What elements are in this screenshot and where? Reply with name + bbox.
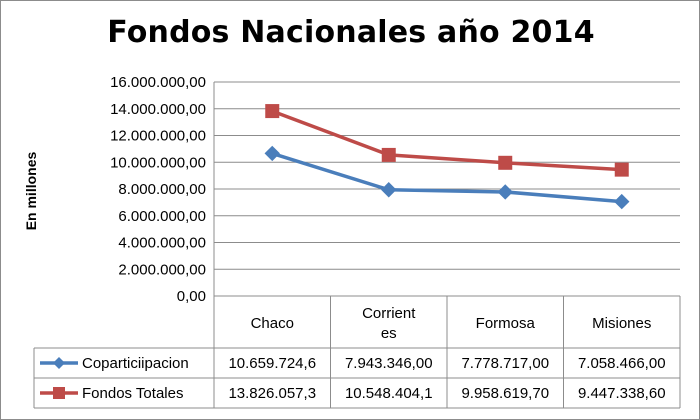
y-tick-label: 10.000.000,00 <box>110 154 206 171</box>
x-category-label: Formosa <box>476 315 536 332</box>
table-value-cell: 7.778.717,00 <box>461 355 549 372</box>
data-point-marker <box>614 193 630 210</box>
table-value-cell: 10.548.404,1 <box>345 385 433 402</box>
data-point-marker <box>381 182 397 198</box>
table-value-cell: 13.826.057,3 <box>228 385 316 402</box>
legend-key-marker <box>53 387 65 399</box>
x-category-label: Corrient es <box>362 305 416 342</box>
x-category-label: Misiones <box>592 315 651 332</box>
legend-series-name: Fondos Totales <box>82 385 183 402</box>
data-point-marker <box>265 104 280 119</box>
legend-key-marker <box>53 357 65 369</box>
y-tick-label: 8.000.000,00 <box>118 181 206 198</box>
y-tick-label: 0,00 <box>177 288 206 305</box>
table-value-cell: 9.958.619,70 <box>461 385 549 402</box>
table-value-cell: 7.058.466,00 <box>578 355 666 372</box>
data-point-marker <box>381 147 396 162</box>
chart-title: Fondos Nacionales año 2014 <box>107 15 595 50</box>
data-point-marker <box>497 184 513 200</box>
y-tick-label: 16.000.000,00 <box>110 74 206 91</box>
legend-series-name: Coparticiipacion <box>82 355 189 372</box>
table-value-cell: 10.659.724,6 <box>228 355 316 372</box>
data-point-marker <box>264 145 280 162</box>
y-tick-label: 4.000.000,00 <box>118 235 206 252</box>
series-line-coparticipacion <box>271 151 622 204</box>
y-tick-label: 14.000.000,00 <box>110 101 206 118</box>
y-tick-label: 2.000.000,00 <box>118 261 206 278</box>
data-point-marker <box>498 155 513 170</box>
table-value-cell: 9.447.338,60 <box>578 385 666 402</box>
x-category-label: Chaco <box>251 315 294 332</box>
y-tick-label: 6.000.000,00 <box>118 208 206 225</box>
table-value-cell: 7.943.346,00 <box>345 355 433 372</box>
series-line-fondos-totales <box>271 109 622 172</box>
data-point-marker <box>614 162 629 177</box>
y-tick-label: 12.000.000,00 <box>110 128 206 145</box>
